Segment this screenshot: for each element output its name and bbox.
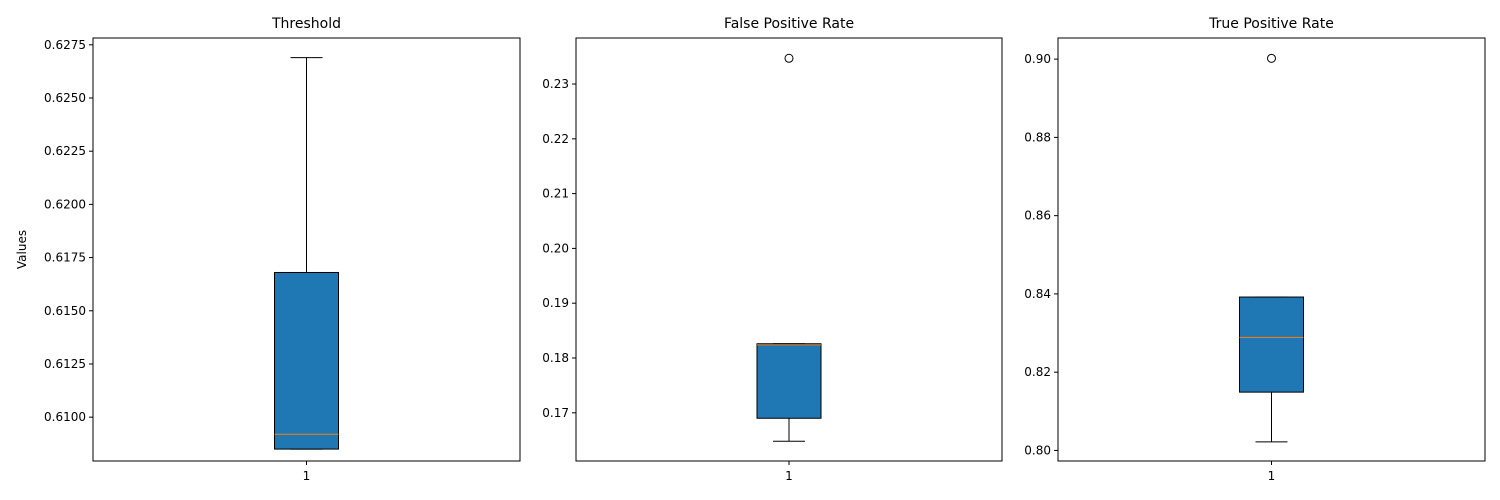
y-tick-label: 0.6100 bbox=[44, 410, 86, 424]
y-tick-label: 0.19 bbox=[542, 296, 569, 310]
y-tick-label: 0.6175 bbox=[44, 251, 86, 265]
axes-frame bbox=[575, 37, 1003, 462]
y-tick-label: 0.88 bbox=[1024, 130, 1051, 144]
y-tick-label: 0.6275 bbox=[44, 38, 86, 52]
axes-frame bbox=[92, 37, 521, 462]
panel-title: Threshold bbox=[271, 16, 341, 32]
y-tick-label: 0.6200 bbox=[44, 197, 86, 211]
y-tick-label: 0.20 bbox=[542, 241, 569, 255]
y-tick-label: 0.18 bbox=[542, 351, 569, 365]
y-tick-label: 0.17 bbox=[542, 406, 569, 420]
y-tick-label: 0.80 bbox=[1024, 443, 1051, 457]
y-axis-label: Values bbox=[15, 230, 29, 269]
outlier-point bbox=[784, 53, 794, 63]
iqr-box bbox=[1239, 296, 1304, 393]
y-tick-label: 0.6150 bbox=[44, 304, 86, 318]
iqr-box bbox=[274, 271, 339, 450]
y-tick-label: 0.84 bbox=[1024, 287, 1051, 301]
panel-title: False Positive Rate bbox=[724, 16, 854, 32]
y-tick-label: 0.6225 bbox=[44, 144, 86, 158]
x-tick-label: 1 bbox=[785, 469, 793, 483]
y-tick-label: 0.82 bbox=[1024, 365, 1051, 379]
y-tick-label: 0.90 bbox=[1024, 52, 1051, 66]
panel-title: True Positive Rate bbox=[1208, 16, 1334, 32]
x-tick-label: 1 bbox=[1268, 469, 1276, 483]
iqr-box bbox=[756, 343, 822, 419]
axes-frame bbox=[1057, 37, 1486, 462]
x-tick-label: 1 bbox=[303, 469, 311, 483]
y-tick-label: 0.6125 bbox=[44, 357, 86, 371]
y-tick-label: 0.21 bbox=[542, 187, 569, 201]
y-tick-label: 0.22 bbox=[542, 132, 569, 146]
y-tick-label: 0.6250 bbox=[44, 91, 86, 105]
y-tick-label: 0.23 bbox=[542, 77, 569, 91]
outlier-point bbox=[1267, 53, 1276, 63]
y-tick-label: 0.86 bbox=[1024, 209, 1051, 223]
